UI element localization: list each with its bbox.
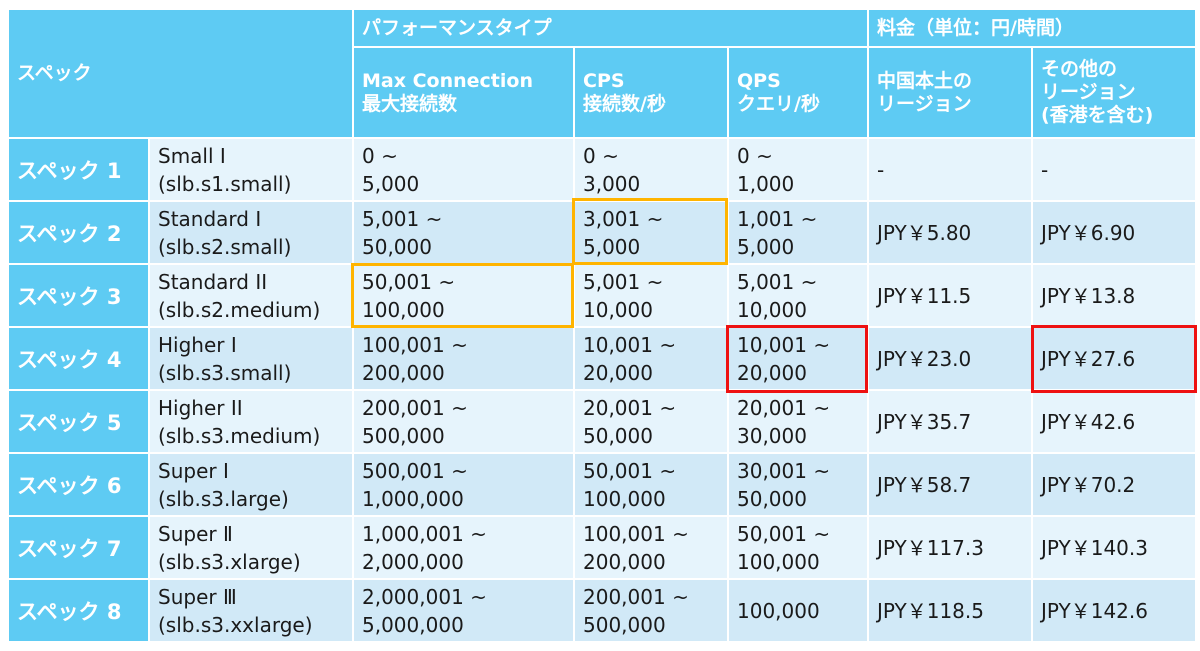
qps-cell: 20,001 ~30,000 xyxy=(727,389,869,454)
table-row: スペック 7 Super Ⅱ (slb.s3.xlarge) 1,000,001 … xyxy=(7,515,1197,580)
price-china-cell: JPY￥118.5 xyxy=(867,578,1033,643)
price-other-cell: JPY￥27.6 xyxy=(1031,326,1197,391)
header-pricing: 料金（単位：円/時間） xyxy=(867,8,1197,48)
header-performance-type: パフォーマンスタイプ xyxy=(352,8,869,48)
spec-label: スペック 5 xyxy=(7,389,150,454)
price-china-cell: JPY￥5.80 xyxy=(867,200,1033,265)
price-other-cell: JPY￥70.2 xyxy=(1031,452,1197,517)
header-cps: CPS 接続数/秒 xyxy=(573,46,729,139)
slb-spec-pricing-table: スペック パフォーマンスタイプ 料金（単位：円/時間） Max Connecti… xyxy=(7,8,1197,643)
price-china-cell: JPY￥11.5 xyxy=(867,263,1033,328)
spec-label: スペック 2 xyxy=(7,200,150,265)
qps-cell: 100,000 xyxy=(727,578,869,643)
header-max-connection: Max Connection 最大接続数 xyxy=(352,46,575,139)
header-spec: スペック xyxy=(7,8,354,139)
max-connection-cell: 50,001 ~100,000 xyxy=(352,263,575,328)
table-row: スペック 1 Small I (slb.s1.small) 0 ~5,000 0 … xyxy=(7,137,1197,202)
header-qps: QPS クエリ/秒 xyxy=(727,46,869,139)
spec-name: Super Ⅱ (slb.s3.xlarge) xyxy=(148,515,354,580)
spec-name: Super I (slb.s3.large) xyxy=(148,452,354,517)
cps-cell: 100,001 ~200,000 xyxy=(573,515,729,580)
spec-name: Standard II (slb.s2.medium) xyxy=(148,263,354,328)
cps-cell: 3,001 ~5,000 xyxy=(573,200,729,265)
qps-cell: 10,001 ~20,000 xyxy=(727,326,869,391)
spec-name: Super Ⅲ (slb.s3.xxlarge) xyxy=(148,578,354,643)
header-price-other: その他の リージョン (香港を含む) xyxy=(1031,46,1197,139)
max-connection-cell: 0 ~5,000 xyxy=(352,137,575,202)
cps-cell: 10,001 ~20,000 xyxy=(573,326,729,391)
qps-cell: 0 ~1,000 xyxy=(727,137,869,202)
spec-name: Standard I (slb.s2.small) xyxy=(148,200,354,265)
price-china-cell: JPY￥117.3 xyxy=(867,515,1033,580)
spec-label: スペック 3 xyxy=(7,263,150,328)
table-row: スペック 8 Super Ⅲ (slb.s3.xxlarge) 2,000,001… xyxy=(7,578,1197,643)
max-connection-cell: 5,001 ~50,000 xyxy=(352,200,575,265)
qps-cell: 50,001 ~100,000 xyxy=(727,515,869,580)
spec-label: スペック 1 xyxy=(7,137,150,202)
header-price-china: 中国本土の リージョン xyxy=(867,46,1033,139)
cps-cell: 20,001 ~50,000 xyxy=(573,389,729,454)
price-china-cell: JPY￥23.0 xyxy=(867,326,1033,391)
spec-label: スペック 8 xyxy=(7,578,150,643)
price-other-cell: JPY￥42.6 xyxy=(1031,389,1197,454)
qps-cell: 30,001 ~50,000 xyxy=(727,452,869,517)
price-china-cell: JPY￥58.7 xyxy=(867,452,1033,517)
price-china-cell: - xyxy=(867,137,1033,202)
table-row: スペック 3 Standard II (slb.s2.medium) 50,001… xyxy=(7,263,1197,328)
max-connection-cell: 1,000,001 ~2,000,000 xyxy=(352,515,575,580)
max-connection-cell: 100,001 ~200,000 xyxy=(352,326,575,391)
table-row: スペック 4 Higher I (slb.s3.small) 100,001 ~2… xyxy=(7,326,1197,391)
price-other-cell: JPY￥6.90 xyxy=(1031,200,1197,265)
table-row: スペック 2 Standard I (slb.s2.small) 5,001 ~5… xyxy=(7,200,1197,265)
price-other-cell: JPY￥140.3 xyxy=(1031,515,1197,580)
max-connection-cell: 2,000,001 ~5,000,000 xyxy=(352,578,575,643)
max-connection-cell: 200,001 ~500,000 xyxy=(352,389,575,454)
spec-label: スペック 7 xyxy=(7,515,150,580)
price-china-cell: JPY￥35.7 xyxy=(867,389,1033,454)
max-connection-cell: 500,001 ~1,000,000 xyxy=(352,452,575,517)
table-row: スペック 5 Higher II (slb.s3.medium) 200,001 … xyxy=(7,389,1197,454)
qps-cell: 1,001 ~5,000 xyxy=(727,200,869,265)
cps-cell: 5,001 ~10,000 xyxy=(573,263,729,328)
spec-label: スペック 4 xyxy=(7,326,150,391)
table-row: スペック 6 Super I (slb.s3.large) 500,001 ~1,… xyxy=(7,452,1197,517)
cps-cell: 50,001 ~100,000 xyxy=(573,452,729,517)
cps-cell: 200,001 ~500,000 xyxy=(573,578,729,643)
cps-cell: 0 ~3,000 xyxy=(573,137,729,202)
spec-name: Small I (slb.s1.small) xyxy=(148,137,354,202)
spec-label: スペック 6 xyxy=(7,452,150,517)
qps-cell: 5,001 ~10,000 xyxy=(727,263,869,328)
price-other-cell: - xyxy=(1031,137,1197,202)
price-other-cell: JPY￥142.6 xyxy=(1031,578,1197,643)
spec-name: Higher I (slb.s3.small) xyxy=(148,326,354,391)
spec-name: Higher II (slb.s3.medium) xyxy=(148,389,354,454)
price-other-cell: JPY￥13.8 xyxy=(1031,263,1197,328)
